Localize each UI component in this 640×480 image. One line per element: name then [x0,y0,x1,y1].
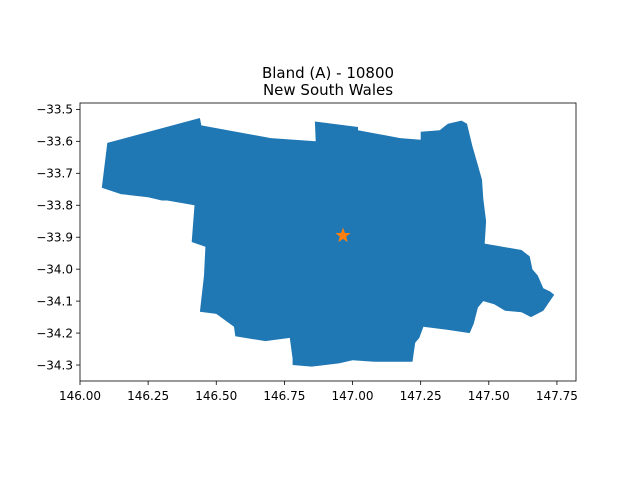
y-axis: −33.5 −33.6 −33.7 −33.8 −33.9 −34.0 −34.1 −34.2… [36,103,80,372]
x-tick-label: 146.50 [195,389,237,403]
x-tick-label: 146.75 [263,389,305,403]
y-tick-label: −33.9 [36,231,73,245]
x-tick-label: 147.50 [468,389,510,403]
centroid-star-marker [335,227,351,243]
x-tick-label: 147.25 [400,389,442,403]
y-tick-label: −33.7 [36,167,73,181]
y-tick-label: −34.0 [36,262,73,276]
x-tick-label: 147.00 [332,389,374,403]
x-tick-label: 147.75 [536,389,578,403]
y-tick-label: −33.6 [36,135,73,149]
y-tick-label: −33.8 [36,199,73,213]
title-line-1: Bland (A) - 10800 [262,64,394,82]
title-line-2: New South Wales [263,81,393,99]
x-tick-label: 146.25 [127,389,169,403]
y-tick-label: −33.5 [36,103,73,117]
x-tick-label: 146.00 [59,389,101,403]
y-tick-label: −34.1 [36,294,73,308]
axes-frame [79,102,577,382]
plot-area [101,118,555,367]
y-tick-label: −34.2 [36,326,73,340]
y-tick-label: −34.3 [36,358,73,372]
x-axis: 146.00 146.25 146.50 146.75 147.00 147.25 147.… [59,381,578,403]
region-polygon [101,118,555,367]
